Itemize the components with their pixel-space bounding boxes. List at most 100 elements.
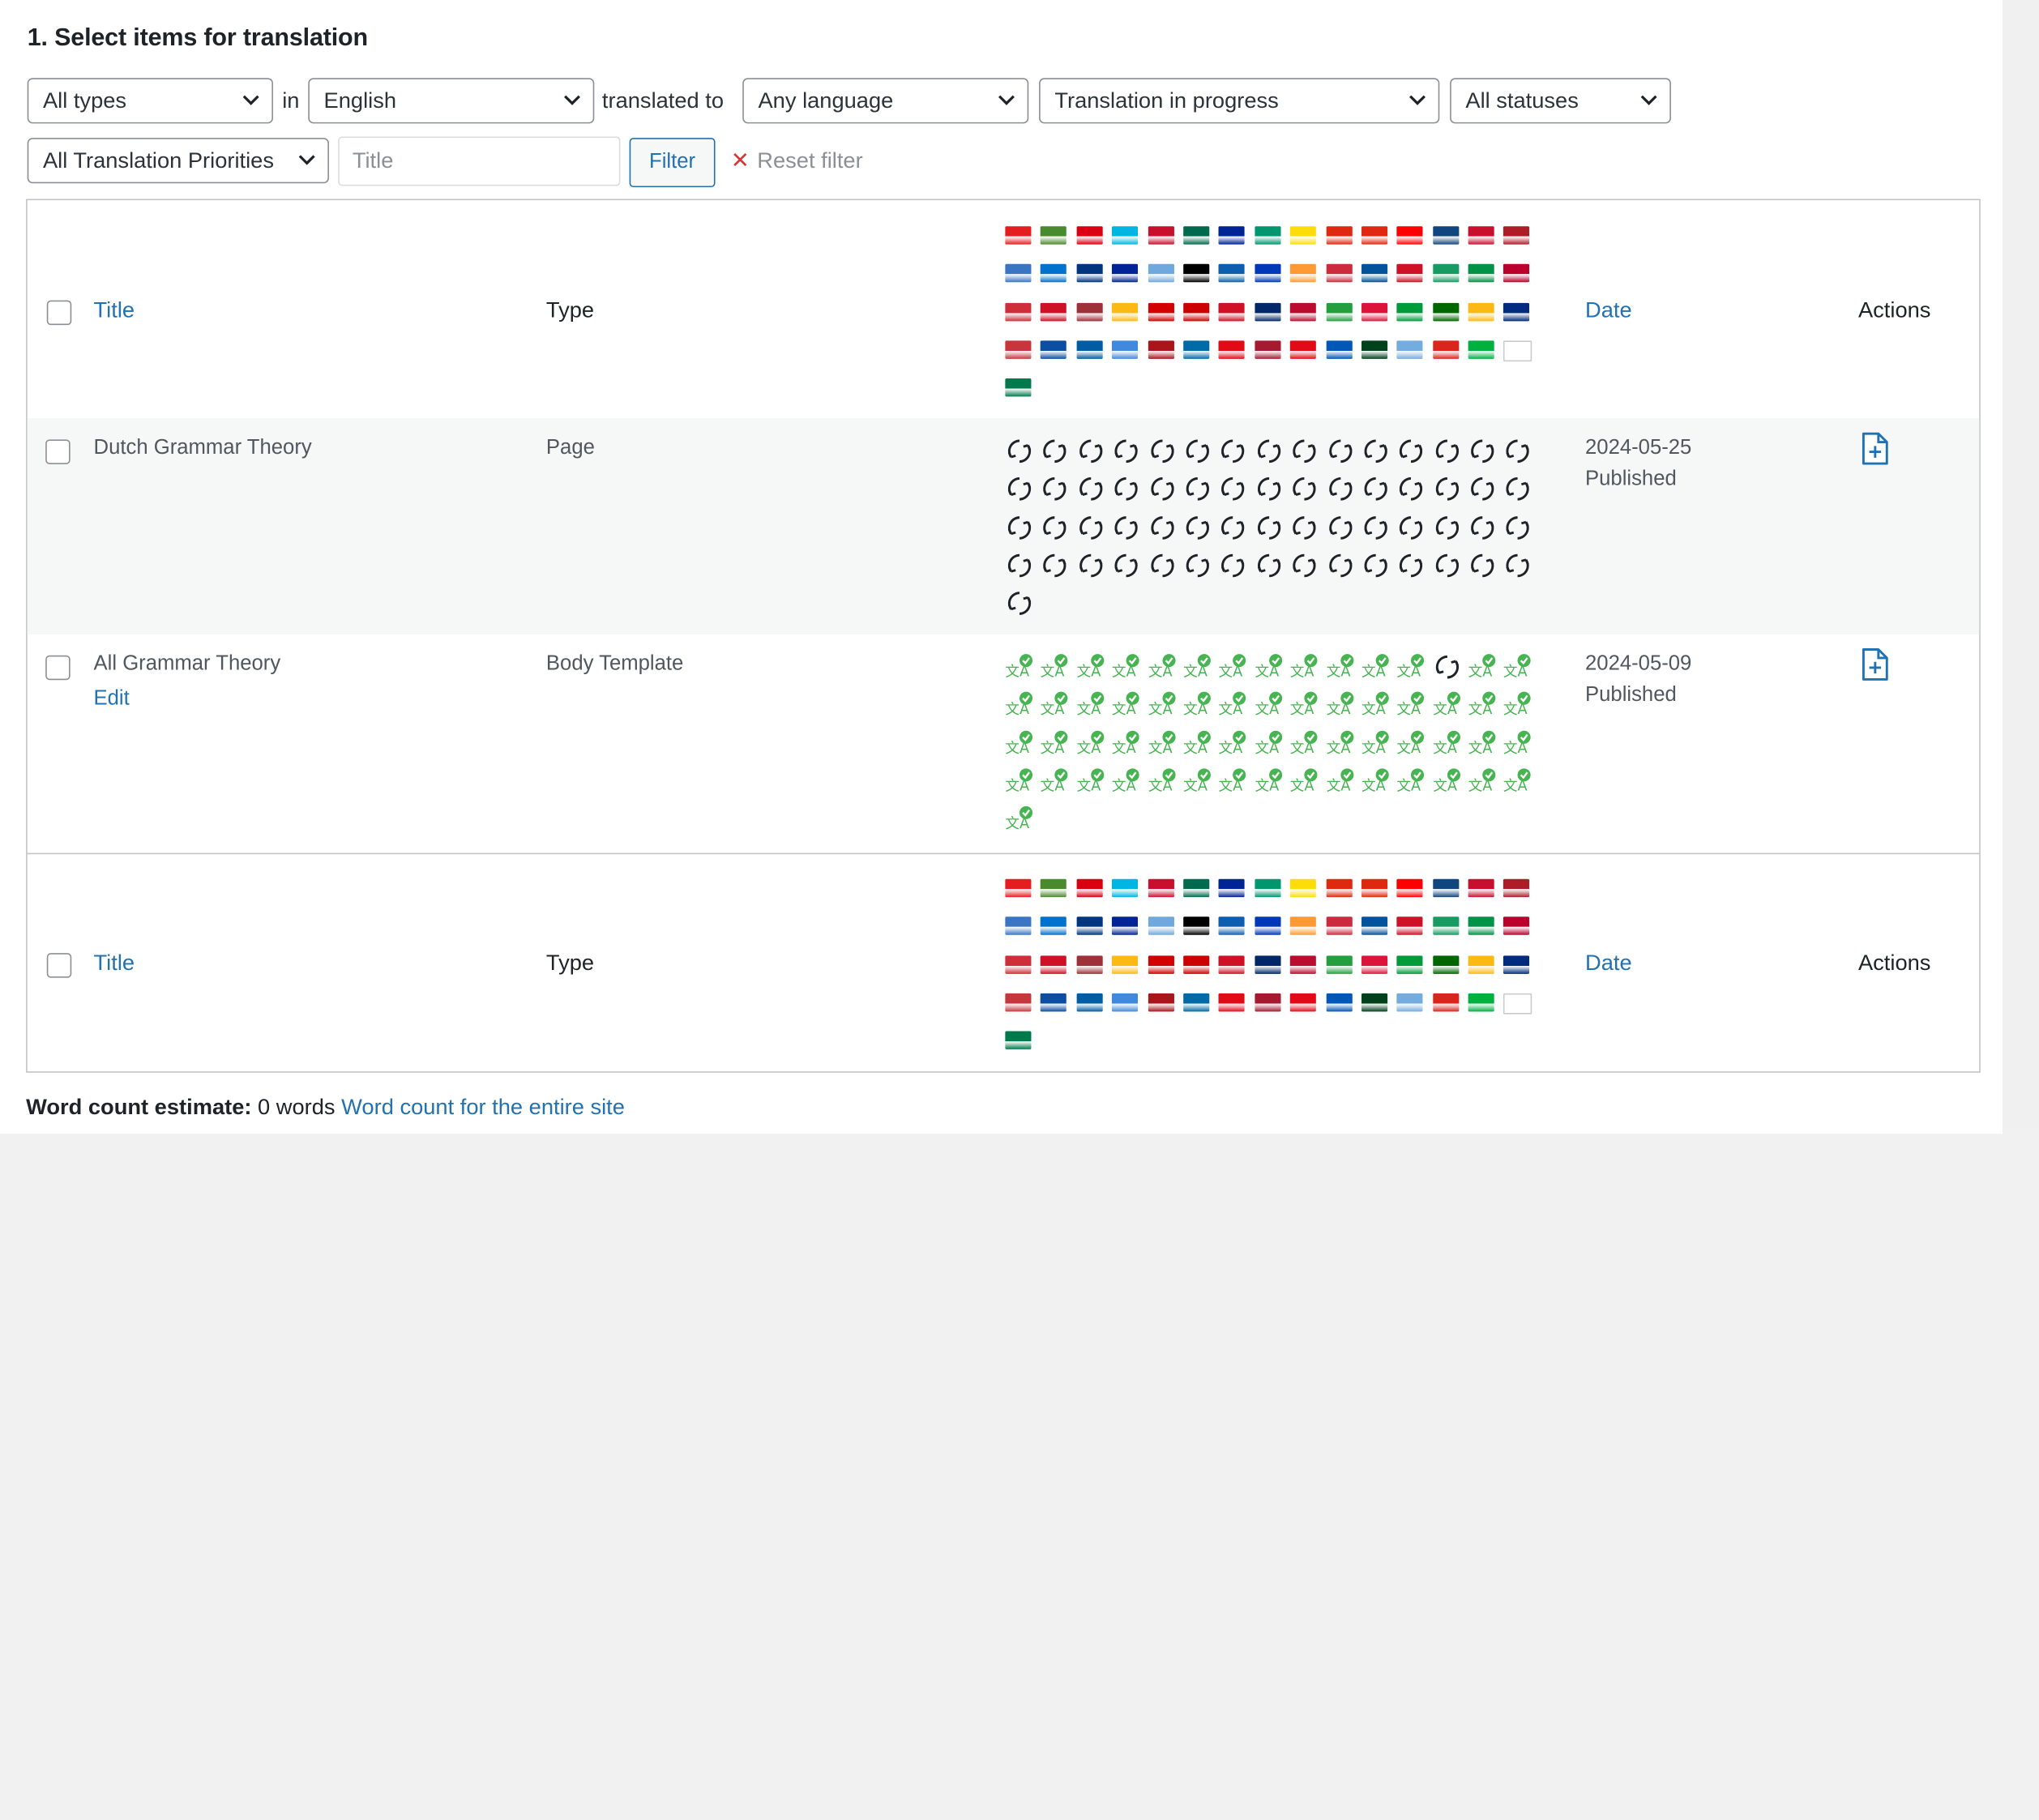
translation-status-cell[interactable]: 文A (1255, 687, 1290, 725)
reset-filter-link[interactable]: ✕ Reset filter (731, 148, 863, 174)
translation-status-cell[interactable]: 文A (1326, 763, 1361, 801)
translation-status-cell[interactable] (1433, 509, 1468, 547)
translation-status-cell[interactable] (1326, 433, 1361, 471)
translation-status-cell[interactable] (1290, 433, 1326, 471)
translation-status-cell[interactable]: 文A (1219, 763, 1255, 801)
translation-status-cell[interactable]: 文A (1326, 649, 1361, 687)
translation-status-cell[interactable]: 文A (1397, 763, 1433, 801)
translation-status-cell[interactable] (1361, 433, 1397, 471)
translation-status-cell[interactable]: 文A (1326, 725, 1361, 763)
translation-status-cell[interactable]: 文A (1005, 687, 1041, 725)
translation-status-cell[interactable]: 文A (1183, 687, 1219, 725)
translation-status-cell[interactable] (1219, 547, 1255, 585)
priority-select[interactable]: All Translation Priorities (27, 138, 329, 184)
translation-status-cell[interactable]: 文A (1290, 725, 1326, 763)
translation-status-cell[interactable]: 文A (1076, 725, 1112, 763)
translation-status-cell[interactable]: 文A (1005, 801, 1041, 840)
translation-status-cell[interactable] (1076, 471, 1112, 509)
translation-status-cell[interactable]: 文A (1219, 725, 1255, 763)
translation-status-cell[interactable] (1255, 509, 1290, 547)
translation-status-cell[interactable] (1468, 547, 1504, 585)
translation-status-cell[interactable]: 文A (1397, 687, 1433, 725)
translation-status-cell[interactable]: 文A (1041, 763, 1076, 801)
translation-status-cell[interactable] (1112, 509, 1148, 547)
translation-status-cell[interactable]: 文A (1433, 687, 1468, 725)
translation-status-cell[interactable]: 文A (1112, 649, 1148, 687)
translation-status-cell[interactable] (1219, 509, 1255, 547)
translation-status-cell[interactable] (1468, 471, 1504, 509)
date-column-header[interactable]: Date (1585, 950, 1632, 976)
translation-status-cell[interactable] (1183, 433, 1219, 471)
translation-status-cell[interactable] (1504, 433, 1540, 471)
translation-status-cell[interactable]: 文A (1504, 649, 1540, 687)
translation-status-cell[interactable]: 文A (1041, 649, 1076, 687)
translation-status-cell[interactable]: 文A (1433, 763, 1468, 801)
translation-status-cell[interactable] (1183, 547, 1219, 585)
translation-status-cell[interactable] (1433, 547, 1468, 585)
translation-status-cell[interactable]: 文A (1361, 763, 1397, 801)
translation-status-cell[interactable]: 文A (1183, 763, 1219, 801)
translation-status-cell[interactable] (1041, 471, 1076, 509)
title-column-header[interactable]: Title (93, 950, 135, 976)
translation-status-cell[interactable] (1504, 509, 1540, 547)
translation-status-cell[interactable]: 文A (1005, 725, 1041, 763)
translation-status-cell[interactable]: 文A (1290, 763, 1326, 801)
translation-status-cell[interactable] (1005, 509, 1041, 547)
translation-status-cell[interactable] (1326, 547, 1361, 585)
translation-status-cell[interactable]: 文A (1468, 687, 1504, 725)
translation-status-cell[interactable] (1005, 547, 1041, 585)
translation-status-cell[interactable] (1290, 509, 1326, 547)
translation-status-cell[interactable] (1255, 547, 1290, 585)
translation-status-cell[interactable] (1255, 471, 1290, 509)
translation-status-cell[interactable] (1005, 433, 1041, 471)
translation-status-cell[interactable] (1433, 649, 1468, 687)
translation-status-cell[interactable]: 文A (1148, 649, 1183, 687)
translation-status-cell[interactable]: 文A (1326, 687, 1361, 725)
add-translation-icon[interactable] (1861, 432, 1889, 466)
post-status-select[interactable]: All statuses (1450, 78, 1671, 124)
translation-status-cell[interactable]: 文A (1219, 649, 1255, 687)
translation-status-cell[interactable]: 文A (1041, 687, 1076, 725)
translation-status-cell[interactable] (1041, 509, 1076, 547)
translation-status-cell[interactable] (1433, 471, 1468, 509)
select-all-checkbox[interactable] (46, 953, 72, 978)
translation-status-cell[interactable] (1183, 471, 1219, 509)
translation-status-cell[interactable] (1397, 547, 1433, 585)
translation-status-cell[interactable]: 文A (1361, 649, 1397, 687)
translation-status-cell[interactable] (1183, 509, 1219, 547)
translation-status-cell[interactable] (1041, 547, 1076, 585)
filter-button[interactable]: Filter (629, 138, 716, 188)
translation-status-cell[interactable]: 文A (1433, 725, 1468, 763)
translation-status-cell[interactable]: 文A (1148, 725, 1183, 763)
translation-status-cell[interactable]: 文A (1005, 763, 1041, 801)
translation-status-cell[interactable] (1076, 509, 1112, 547)
translation-status-cell[interactable]: 文A (1076, 649, 1112, 687)
translation-status-cell[interactable]: 文A (1112, 725, 1148, 763)
translation-status-cell[interactable] (1219, 471, 1255, 509)
translation-status-cell[interactable] (1112, 471, 1148, 509)
translation-status-cell[interactable] (1148, 471, 1183, 509)
title-column-header[interactable]: Title (93, 297, 135, 323)
translation-status-cell[interactable]: 文A (1397, 725, 1433, 763)
translation-status-cell[interactable] (1005, 471, 1041, 509)
translation-status-cell[interactable]: 文A (1290, 687, 1326, 725)
translation-status-cell[interactable]: 文A (1112, 763, 1148, 801)
translation-status-cell[interactable]: 文A (1076, 763, 1112, 801)
translation-status-cell[interactable]: 文A (1183, 649, 1219, 687)
translation-status-cell[interactable] (1326, 509, 1361, 547)
row-checkbox[interactable] (45, 439, 71, 464)
translation-status-cell[interactable] (1255, 433, 1290, 471)
translation-status-cell[interactable]: 文A (1397, 649, 1433, 687)
translation-status-cell[interactable] (1076, 547, 1112, 585)
translation-status-cell[interactable] (1361, 547, 1397, 585)
word-count-site-link[interactable]: Word count for the entire site (341, 1095, 625, 1120)
translation-status-cell[interactable] (1397, 509, 1433, 547)
translation-status-cell[interactable] (1326, 471, 1361, 509)
translation-status-cell[interactable] (1290, 547, 1326, 585)
add-translation-icon[interactable] (1861, 647, 1889, 681)
translation-status-cell[interactable] (1504, 547, 1540, 585)
translation-status-cell[interactable]: 文A (1504, 725, 1540, 763)
translation-status-cell[interactable]: 文A (1290, 649, 1326, 687)
select-all-checkbox[interactable] (46, 300, 72, 326)
translation-status-cell[interactable] (1112, 433, 1148, 471)
